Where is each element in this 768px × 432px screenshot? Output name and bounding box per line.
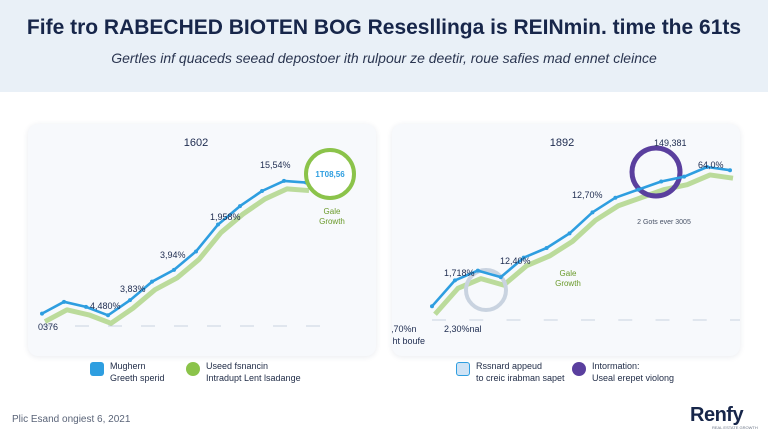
right-data-point — [544, 245, 549, 250]
right-data-point — [452, 278, 457, 283]
right-legend: Rssnard appeud to creic irabman sapet In… — [456, 360, 746, 392]
brand-logo-tagline: REAL ESTATE GROWTH — [712, 425, 758, 430]
right-data-point — [659, 179, 664, 184]
right-chart-top-label: 1892 — [550, 137, 574, 149]
left-growth-label-2: Growth — [319, 217, 345, 226]
right-growth-ribbon — [433, 172, 734, 316]
left-point-label-3: 3,94% — [160, 250, 186, 260]
right-data-point — [705, 164, 710, 169]
left-data-point — [172, 267, 176, 272]
left-data-point — [62, 299, 66, 304]
right-growth-label-1: Gale — [560, 269, 577, 278]
right-legend-item-2: Intormation: Useal erepet violong — [572, 360, 674, 384]
left-growth-badge — [304, 148, 356, 200]
right-grey-ring — [464, 268, 508, 312]
left-series-points — [40, 178, 308, 318]
left-point-label-4: 1,958% — [210, 212, 241, 222]
chart-bar-icon — [90, 362, 104, 376]
brand-logo: Renfy — [690, 404, 744, 426]
right-legend-1-line-b: to creic irabman sapet — [476, 373, 565, 383]
right-growth-label-2: Growth — [555, 279, 581, 288]
growth-circle-icon — [186, 362, 200, 376]
left-data-point — [194, 249, 198, 254]
left-data-point — [216, 222, 220, 227]
right-point-label-1: 1,718% — [444, 268, 475, 278]
right-series-line — [430, 165, 732, 308]
right-purple-ring — [629, 145, 683, 199]
right-axis-label: 2,70%n — [392, 324, 417, 334]
left-badge-text: 1T08,56 — [315, 170, 345, 179]
left-legend-1-line-a: Mughern — [110, 361, 146, 371]
document-icon — [456, 362, 470, 376]
left-legend: Mughern Greeth sperid Useed fsnancin Int… — [90, 360, 380, 392]
right-axis-label-2: Hht boufe — [392, 336, 425, 346]
left-legend-1-line-b: Greeth sperid — [110, 373, 165, 383]
right-data-point — [567, 231, 572, 236]
footer-date: Plic Esand ongiest 6, 2021 — [12, 414, 131, 425]
right-legend-1-line-a: Rssnard appeud — [476, 361, 543, 371]
left-line-chart: 1602 0376 4,480% 3,83% 3,94% 1,958% 15,5… — [38, 137, 356, 332]
left-chart-panel: 1602 0376 4,480% 3,83% 3,94% 1,958% 15,5… — [28, 124, 376, 356]
left-legend-2-line-b: Intradupt Lent lsadange — [206, 373, 301, 383]
right-series-points — [430, 164, 732, 309]
right-point-label-3: 12,70% — [572, 190, 603, 200]
right-legend-item-1: Rssnard appeud to creic irabman sapet — [456, 360, 565, 384]
left-legend-2-line-a: Useed fsnancin — [206, 361, 269, 371]
right-point-label-5: 64,0% — [698, 160, 724, 170]
left-point-label-1: 4,480% — [90, 301, 121, 311]
right-data-point — [521, 255, 526, 260]
right-line-chart: 1892 2,70%n Hht boufe 2,30%nal 1,718% 12… — [392, 137, 740, 346]
left-legend-item-1: Mughern Greeth sperid — [90, 360, 165, 384]
left-data-point — [150, 279, 154, 284]
right-data-point — [498, 275, 503, 280]
right-bottom-label: 2,30%nal — [444, 324, 482, 334]
right-legend-2-line-b: Useal erepet violong — [592, 373, 675, 383]
left-data-point — [282, 178, 286, 183]
info-circle-icon — [572, 362, 586, 376]
left-legend-item-2: Useed fsnancin Intradupt Lent lsadange — [186, 360, 301, 384]
right-point-label-2: 12,40% — [500, 256, 531, 266]
right-data-point — [636, 187, 641, 192]
right-small-note: 2 Gots ever 3005 — [637, 219, 691, 226]
left-decoration — [43, 186, 310, 326]
left-point-label-2: 3,83% — [120, 284, 146, 294]
left-data-point — [128, 298, 132, 303]
right-data-point — [475, 268, 480, 273]
right-chart-panel: 1892 2,70%n Hht boufe 2,30%nal 1,718% 12… — [392, 124, 740, 356]
page-title: Fife tro RABECHED BIOTEN BOG Resesllinga… — [26, 16, 742, 39]
right-data-point — [613, 195, 618, 200]
left-point-label-5: 15,54% — [260, 160, 291, 170]
right-data-point — [728, 168, 732, 173]
page-subtitle: Gertles inf quaceds seead depostoer ith … — [111, 50, 657, 66]
right-point-label-4: 149,381 — [654, 138, 687, 148]
left-data-point — [260, 188, 264, 193]
left-growth-ribbon — [43, 186, 310, 326]
header-banner: Fife tro RABECHED BIOTEN BOG Resesllinga… — [0, 0, 768, 92]
right-data-point — [682, 174, 687, 179]
left-data-point — [84, 304, 88, 309]
right-data-point — [590, 210, 595, 215]
left-data-point — [106, 313, 110, 318]
right-legend-2-line-a: Intormation: — [592, 361, 640, 371]
right-data-point — [430, 304, 434, 309]
left-growth-label-1: Gale — [324, 207, 341, 216]
right-decoration — [433, 145, 734, 316]
left-axis-label: 0376 — [38, 322, 58, 332]
left-data-point — [40, 311, 44, 316]
left-data-point — [238, 204, 242, 209]
left-chart-top-label: 1602 — [184, 137, 208, 149]
